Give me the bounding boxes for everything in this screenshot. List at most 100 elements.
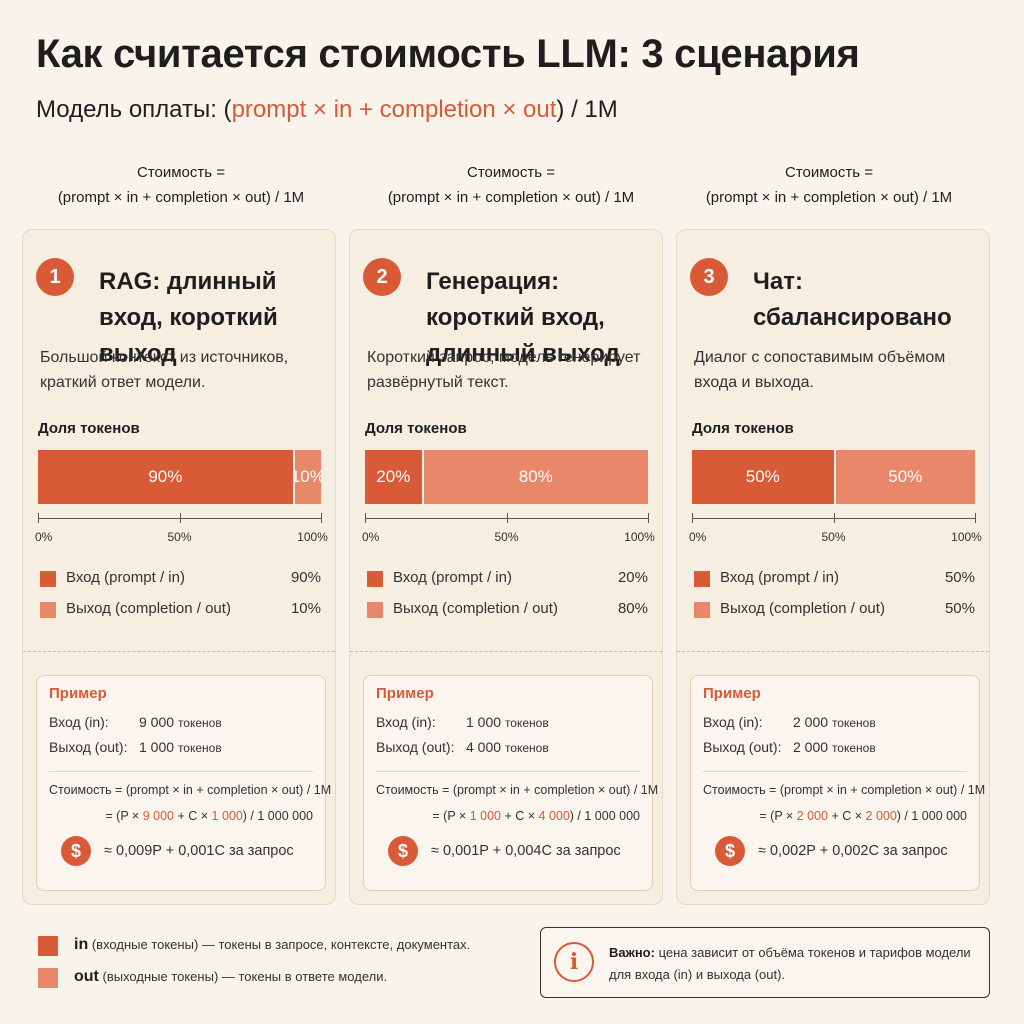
legend-output-value: 80%: [617, 600, 648, 617]
legend-input: Вход (prompt / in) 90%: [38, 569, 321, 589]
token-share-label: Доля токенов: [365, 420, 467, 437]
subtitle-prefix: Модель оплаты: (: [36, 96, 232, 123]
glossary-out-text: out (выходные токены) — токены в ответе …: [74, 968, 387, 986]
scenario-title: RAG: длинный вход, короткий выход: [99, 268, 278, 367]
token-share-bar: 20% 80%: [365, 450, 648, 504]
example-calculation: = (P × 2 000 + C × 2 000) / 1 000 000: [759, 809, 967, 823]
example-input-number: 2 000: [793, 714, 829, 730]
column-formula-line1: Стоимость =: [136, 164, 226, 181]
scenario-card-2: 2 Генерация: короткий вход, длинный выход…: [349, 229, 663, 905]
legend-output: Выход (completion / out) 50%: [692, 600, 975, 620]
legend-output: Выход (completion / out) 10%: [38, 600, 321, 620]
example-box: Пример Вход (in): 1 000 токенов Выход (out)…: [363, 675, 658, 891]
bar-input-segment: 50%: [692, 450, 834, 504]
axis-tick-label: 50%: [167, 530, 192, 544]
calc-output-value: 1 000: [211, 809, 243, 823]
example-output-label: Выход (out):: [49, 739, 128, 755]
column-formula-line2: (prompt × in + completion × out) / 1M: [387, 189, 635, 206]
column-formula-header: Стоимость = (prompt × in + completion × o…: [348, 160, 674, 210]
legend-input-swatch: [367, 571, 383, 587]
axis-tick-label: 0%: [688, 530, 707, 544]
bar-output-segment: 80%: [421, 450, 648, 504]
scenario-card-3: 3 Чат: сбалансировано Диалог с сопоставимы…: [676, 229, 990, 905]
calc-suffix: ) / 1 000 000: [569, 809, 640, 823]
example-output-number: 1 000: [139, 739, 175, 755]
scenario-title: Чат: сбалансировано: [753, 268, 952, 331]
axis-tick: [692, 513, 693, 523]
legend-input-value: 20%: [617, 569, 648, 586]
scenario-description: Диалог с сопоставимым объёмом входа и вы…: [694, 349, 946, 391]
axis-tick: [506, 513, 508, 523]
dollar-icon: $: [61, 836, 91, 866]
calc-prefix: = (P ×: [432, 809, 470, 823]
page-subtitle: Модель оплаты: (prompt × in + completion…: [36, 96, 618, 124]
legend-input-value: 90%: [290, 569, 321, 586]
calc-prefix: = (P ×: [759, 809, 797, 823]
bar-input-segment: 20%: [365, 450, 422, 504]
example-result: ≈ 0,002P + 0,002C за запрос: [758, 843, 948, 859]
calc-prefix: = (P ×: [105, 809, 143, 823]
glossary-out: out (выходные токены) — токены в ответе …: [38, 968, 518, 990]
token-share-bar: 90%10%: [38, 450, 321, 504]
calc-input-value: 9 000: [142, 809, 174, 823]
token-share-label: Доля токенов: [692, 420, 794, 437]
subtitle-suffix: ) / 1M: [556, 96, 618, 123]
bar-input-segment: 90%: [38, 450, 293, 504]
column-formula-header: Стоимость = (prompt × in + completion × o…: [666, 160, 992, 210]
calc-output-value: 4 000: [538, 809, 570, 823]
section-divider: [23, 651, 335, 652]
calc-output-value: 2 000: [865, 809, 897, 823]
example-input-label: Вход (in):: [376, 714, 436, 730]
legend-input: Вход (prompt / in) 50%: [692, 569, 975, 589]
axis-tick: [648, 513, 649, 523]
glossary-in-swatch: [38, 936, 58, 956]
example-heading: Пример: [703, 685, 761, 702]
legend-input-label: Вход (prompt / in): [66, 569, 185, 586]
example-result: ≈ 0,009P + 0,001C за запрос: [104, 843, 294, 859]
legend-output-value: 50%: [944, 600, 975, 617]
example-output-label: Выход (out):: [376, 739, 455, 755]
calc-suffix: ) / 1 000 000: [896, 809, 967, 823]
example-box: Пример Вход (in): 9 000 токенов Выход (out)…: [36, 675, 331, 891]
legend-input: Вход (prompt / in) 20%: [365, 569, 648, 589]
legend-output-swatch: [694, 602, 710, 618]
tokens-unit: токенов: [831, 741, 876, 755]
example-output-label: Выход (out):: [703, 739, 782, 755]
calc-middle: + C ×: [500, 809, 539, 823]
column-formula-line2: (prompt × in + completion × out) / 1M: [705, 189, 953, 206]
token-share-bar: 50% 50%: [692, 450, 975, 504]
example-input-number: 1 000: [466, 714, 502, 730]
column-formula-header: Стоимость = (prompt × in + completion × o…: [18, 160, 344, 210]
dollar-icon: $: [388, 836, 418, 866]
axis-tick-label: 50%: [821, 530, 846, 544]
example-output-value: 1 000 токенов: [139, 739, 222, 755]
share-axis: 0% 50% 100%: [362, 513, 655, 544]
section-divider: [350, 651, 662, 652]
calc-input-value: 1 000: [469, 809, 501, 823]
axis-tick: [975, 513, 976, 523]
axis-tick-label: 100%: [951, 530, 982, 544]
calc-middle: + C ×: [173, 809, 212, 823]
tokens-unit: токенов: [177, 741, 222, 755]
legend-output-label: Выход (completion / out): [393, 600, 558, 617]
calc-input-value: 2 000: [796, 809, 828, 823]
example-input-number: 9 000: [139, 714, 175, 730]
dollar-icon: $: [715, 836, 745, 866]
bar-output-segment: 10%: [292, 450, 321, 504]
example-heading: Пример: [49, 685, 107, 702]
token-share-label: Доля токенов: [38, 420, 140, 437]
example-result: ≈ 0,001P + 0,004C за запрос: [431, 843, 621, 859]
glossary-out-desc: (выходные токены) — токены в ответе моде…: [98, 969, 388, 984]
legend-output-swatch: [367, 602, 383, 618]
bar-output-segment: 50%: [833, 450, 975, 504]
example-output-value: 2 000 токенов: [793, 739, 876, 755]
example-input-label: Вход (in):: [703, 714, 763, 730]
important-note: i Важно: цена зависит от объёма токенов …: [540, 927, 990, 998]
example-box: Пример Вход (in): 2 000 токенов Выход (out)…: [690, 675, 985, 891]
tokens-unit: токенов: [504, 741, 549, 755]
example-calculation: = (P × 9 000 + C × 1 000) / 1 000 000: [105, 809, 313, 823]
axis-tick-label: 100%: [297, 530, 328, 544]
example-output-value: 4 000 токенов: [466, 739, 549, 755]
example-separator: [376, 771, 640, 772]
legend-output-label: Выход (completion / out): [66, 600, 231, 617]
